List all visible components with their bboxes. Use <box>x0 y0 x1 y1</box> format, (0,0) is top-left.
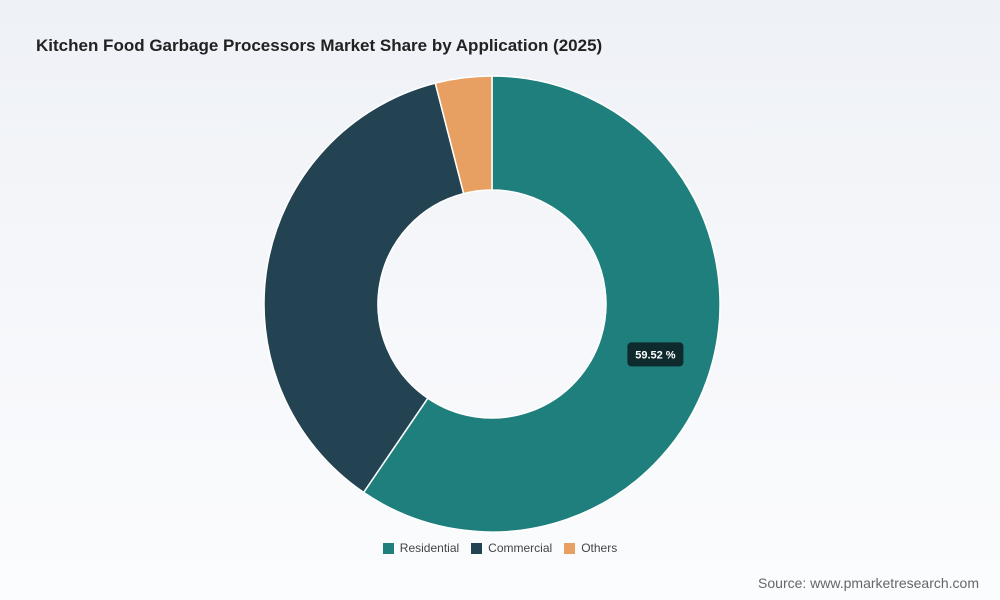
source-credit: Source: www.pmarketresearch.com <box>758 575 979 591</box>
chart-legend: Residential Commercial Others <box>0 541 1000 555</box>
slice-residential[interactable] <box>362 75 721 533</box>
slice-others[interactable] <box>434 75 493 195</box>
legend-label-commercial: Commercial <box>488 541 553 555</box>
legend-swatch-residential <box>382 542 394 554</box>
legend-item-commercial[interactable]: Commercial <box>471 541 552 555</box>
chart-title: Kitchen Food Garbage Processors Market S… <box>36 36 603 55</box>
data-label-box <box>627 342 684 367</box>
data-label-text: 59.52 % <box>635 349 676 361</box>
data-label-residential: 59.52 % <box>627 342 684 367</box>
legend-item-others[interactable]: Others <box>564 541 617 555</box>
legend-item-residential[interactable]: Residential <box>382 541 460 555</box>
legend-label-others: Others <box>581 541 618 555</box>
legend-label-residential: Residential <box>399 541 460 555</box>
slice-commercial[interactable] <box>263 82 465 494</box>
legend-swatch-others <box>564 542 576 554</box>
legend-swatch-commercial <box>471 542 483 554</box>
